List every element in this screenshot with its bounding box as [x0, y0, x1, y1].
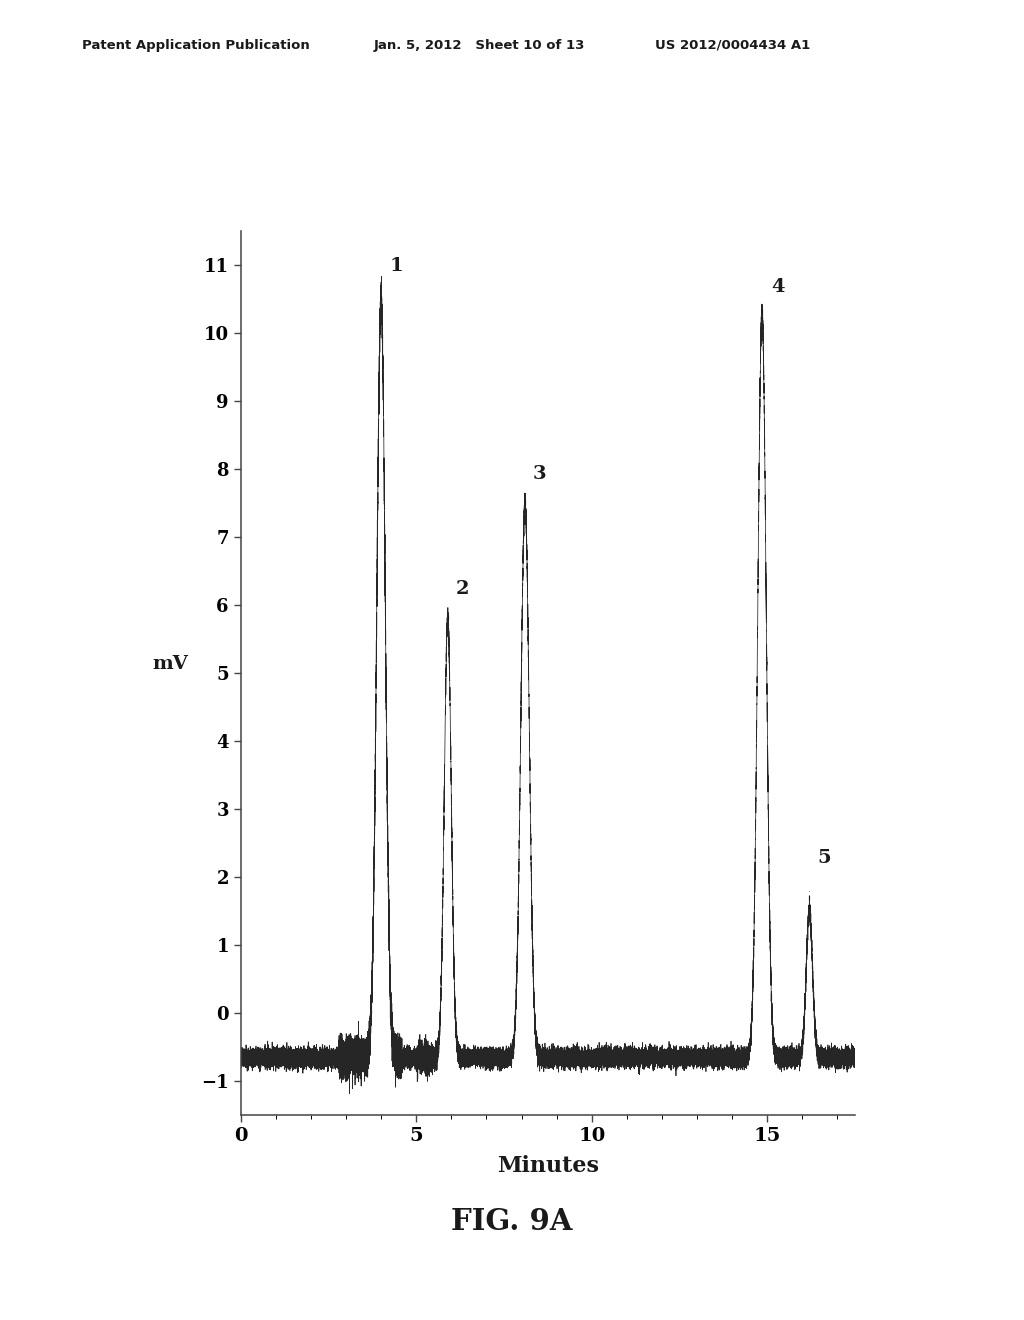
- Text: Patent Application Publication: Patent Application Publication: [82, 38, 309, 51]
- Text: 4: 4: [771, 277, 784, 296]
- Text: 1: 1: [390, 257, 403, 276]
- Text: US 2012/0004434 A1: US 2012/0004434 A1: [655, 38, 811, 51]
- X-axis label: Minutes: Minutes: [497, 1155, 599, 1177]
- Text: 5: 5: [817, 849, 830, 867]
- Y-axis label: mV: mV: [152, 655, 188, 673]
- Text: 2: 2: [456, 581, 469, 598]
- Text: Jan. 5, 2012   Sheet 10 of 13: Jan. 5, 2012 Sheet 10 of 13: [374, 38, 585, 51]
- Text: FIG. 9A: FIG. 9A: [452, 1206, 572, 1236]
- Text: 3: 3: [532, 465, 547, 483]
